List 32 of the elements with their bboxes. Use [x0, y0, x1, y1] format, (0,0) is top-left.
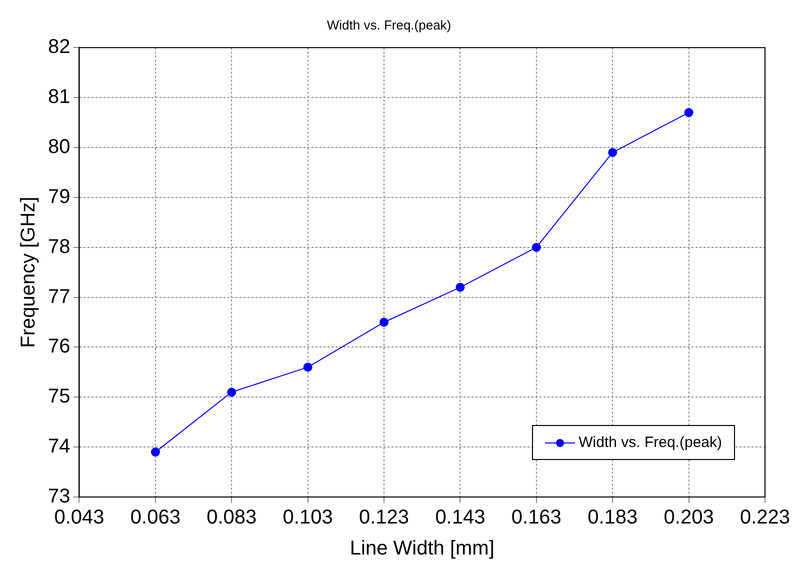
y-tick-label: 74 — [48, 436, 70, 458]
x-tick-label: 0.063 — [130, 506, 180, 529]
y-tick-label: 80 — [48, 136, 70, 158]
y-tick-label: 79 — [48, 186, 70, 208]
y-tick-label: 73 — [48, 486, 70, 508]
x-tick-label: 0.143 — [435, 506, 486, 529]
point — [303, 362, 312, 372]
x-tick-label: 0.123 — [358, 506, 410, 529]
point — [456, 282, 465, 292]
y-tick-label: 76 — [48, 336, 70, 358]
point — [227, 388, 236, 397]
x-tick-label: 0.203 — [664, 506, 714, 529]
point — [608, 148, 618, 157]
x-tick-label: 0.103 — [282, 506, 333, 529]
point — [150, 448, 160, 457]
y-tick-label: 75 — [48, 386, 70, 408]
y-tick-label: 78 — [48, 236, 70, 258]
x-tick-label: 0.043 — [54, 506, 104, 529]
y-tick-label: 82 — [48, 36, 70, 58]
y-tick-label: 81 — [48, 86, 70, 108]
x-tick-label: 0.163 — [511, 506, 562, 529]
chart-title: Width vs. Freq.(peak) — [326, 17, 452, 32]
point — [532, 242, 541, 252]
point — [380, 318, 389, 327]
x-axis-title: Line Width [mm] — [350, 538, 494, 560]
x-tick-label: 0.083 — [206, 506, 257, 529]
y-tick-label: 77 — [48, 286, 70, 308]
legend-label: Width vs. Freq.(peak) — [578, 434, 722, 451]
x-tick-label: 0.183 — [588, 506, 638, 529]
y-axis-title: Frequency [GHz] — [18, 196, 40, 348]
point — [684, 108, 694, 118]
x-tick-label: 0.223 — [740, 506, 790, 529]
